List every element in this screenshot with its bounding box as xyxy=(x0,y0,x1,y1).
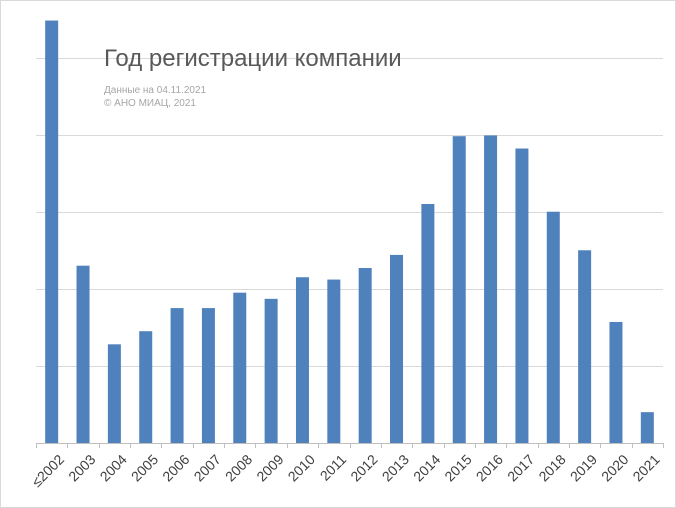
x-tick-label: 2013 xyxy=(379,451,412,484)
x-tick-label: 2011 xyxy=(317,451,350,484)
x-tick-label: 2006 xyxy=(159,451,192,484)
bar-2003 xyxy=(76,265,90,443)
x-tick-label: 2021 xyxy=(629,451,662,484)
bar-2004 xyxy=(107,344,121,443)
bar-2013 xyxy=(390,254,404,443)
bar-2007 xyxy=(201,308,215,443)
chart-title: Год регистрации компании xyxy=(104,45,402,72)
x-axis xyxy=(36,443,664,448)
x-tick-labels: ≤200220032004200520062007200820092010201… xyxy=(28,451,663,490)
x-tick-label: 2010 xyxy=(285,451,318,484)
x-tick-label: ≤2002 xyxy=(28,451,67,490)
x-tick-label: 2005 xyxy=(128,451,161,484)
x-tick-label: 2008 xyxy=(222,451,255,484)
bar-2020 xyxy=(609,321,623,443)
x-tick-label: 2016 xyxy=(473,451,506,484)
bar-2006 xyxy=(170,308,184,443)
bar-2021 xyxy=(640,412,654,443)
x-tick-label: 2017 xyxy=(504,451,537,484)
x-tick-label: 2018 xyxy=(535,451,568,484)
x-tick-label: 2012 xyxy=(347,451,380,484)
bar-2016 xyxy=(484,135,498,443)
bars xyxy=(45,20,654,444)
x-tick-label: 2009 xyxy=(253,451,286,484)
bar-2012 xyxy=(358,268,372,443)
x-tick-label: 2007 xyxy=(191,451,224,484)
bar-2009 xyxy=(264,298,278,443)
x-tick-label: 2019 xyxy=(567,451,600,484)
x-tick-label: 2003 xyxy=(65,451,98,484)
chart-subtitle-date: Данные на 04.11.2021 xyxy=(104,85,207,96)
bar-2014 xyxy=(421,204,435,443)
bar-2010 xyxy=(295,277,309,443)
bar-2018 xyxy=(546,211,560,443)
bar-2017 xyxy=(515,148,529,443)
bar-2008 xyxy=(233,292,247,443)
bar-2005 xyxy=(139,331,153,443)
x-tick-label: 2004 xyxy=(97,451,130,484)
bar-le2002 xyxy=(45,20,59,444)
x-tick-label: 2020 xyxy=(598,451,631,484)
chart-subtitle-copyright: © АНО МИАЦ, 2021 xyxy=(104,98,196,109)
bar-2015 xyxy=(452,136,466,444)
x-tick-label: 2014 xyxy=(410,451,443,484)
x-tick-label: 2015 xyxy=(441,451,474,484)
bar-2019 xyxy=(578,250,592,443)
bar-2011 xyxy=(327,279,341,443)
